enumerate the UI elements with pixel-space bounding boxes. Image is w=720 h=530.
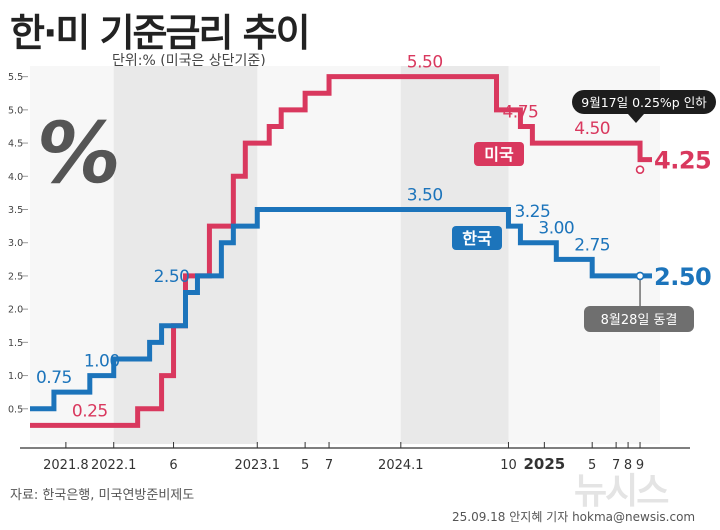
- y-tick-label: 4.5: [8, 139, 23, 150]
- y-tick-label: 3.5: [8, 205, 23, 216]
- y-tick-label: 5.0: [8, 105, 23, 116]
- x-tick-label: 2022.1: [91, 458, 137, 473]
- shaded-period-1: [400, 66, 509, 448]
- x-tick-label: 9: [636, 458, 644, 473]
- korea-value-label: 2.50: [154, 267, 190, 287]
- korea-value-label: 2.75: [574, 235, 610, 255]
- chart-title: 한·미 기준금리 추이: [10, 11, 311, 55]
- korea-rate-line: [30, 207, 652, 412]
- korea-value-label: 0.75: [36, 368, 72, 388]
- shaded-period-0: [113, 66, 258, 448]
- y-tick-label: 2.5: [8, 271, 23, 282]
- x-tick-label: 7: [325, 458, 333, 473]
- korea-value-label: 3.25: [514, 202, 550, 222]
- korea-value-label: 3.00: [538, 219, 574, 239]
- plot-bottom-gap: [0, 444, 720, 448]
- y-tick-label: 5.5: [8, 72, 23, 83]
- y-tick-label: 1.5: [8, 338, 23, 349]
- korea-hold-note: 8월28일 동결: [601, 313, 678, 328]
- korea-name-label: 한국: [462, 229, 492, 248]
- us-value-label: 4.25: [654, 147, 711, 175]
- korea-hold-callout: [584, 306, 694, 332]
- korea-decision-marker: [635, 271, 645, 281]
- us-value-label: 4.75: [502, 102, 538, 122]
- x-tick-label: 2024.1: [378, 458, 424, 473]
- x-tick-label: 7: [612, 458, 620, 473]
- us-name-label: 미국: [484, 145, 514, 164]
- x-tick-label: 2023.1: [235, 458, 281, 473]
- us-cut-callout: [572, 90, 716, 114]
- us-cut-callout-pointer: [628, 114, 644, 123]
- source-note: 자료: 한국은행, 미국연방준비제도: [10, 488, 195, 503]
- us-decision-marker: [635, 165, 645, 174]
- y-tick-label: 3.0: [8, 238, 23, 249]
- korea-value-label: 1.00: [84, 352, 120, 372]
- y-tick-label: 1.0: [8, 371, 23, 382]
- korea-name-box: [452, 226, 502, 250]
- us-cut-note: 9월17일 0.25%p 인하: [581, 95, 707, 110]
- us-value-label: 4.50: [574, 119, 610, 139]
- y-tick-label: 2.0: [8, 305, 23, 316]
- x-tick-label: 5: [301, 458, 309, 473]
- x-tick-label: 5: [588, 458, 596, 473]
- us-rate-line: [30, 74, 652, 428]
- x-tick-label: 6: [169, 458, 177, 473]
- korea-value-label: 2.50: [654, 263, 711, 291]
- y-tick-label: 0.5: [8, 404, 23, 415]
- y-tick-label: 4.0: [8, 172, 23, 183]
- us-name-box: [474, 142, 524, 166]
- percent-emblem: %: [30, 104, 128, 202]
- unit-note: 단위:% (미국은 상단기준): [112, 53, 266, 69]
- us-value-label: 5.50: [407, 53, 443, 73]
- x-tick-label: 8: [624, 458, 632, 473]
- watermark-logo: 뉴시스: [574, 471, 669, 512]
- x-tick-label: 2021.8: [43, 458, 89, 473]
- us-value-label: 0.25: [72, 401, 108, 421]
- x-tick-label: 10: [500, 458, 517, 473]
- credit-note: 25.09.18 안지혜 기자 hokma@newsis.com: [452, 510, 696, 524]
- korea-value-label: 3.50: [407, 186, 443, 206]
- x-tick-label: 2025: [523, 455, 565, 473]
